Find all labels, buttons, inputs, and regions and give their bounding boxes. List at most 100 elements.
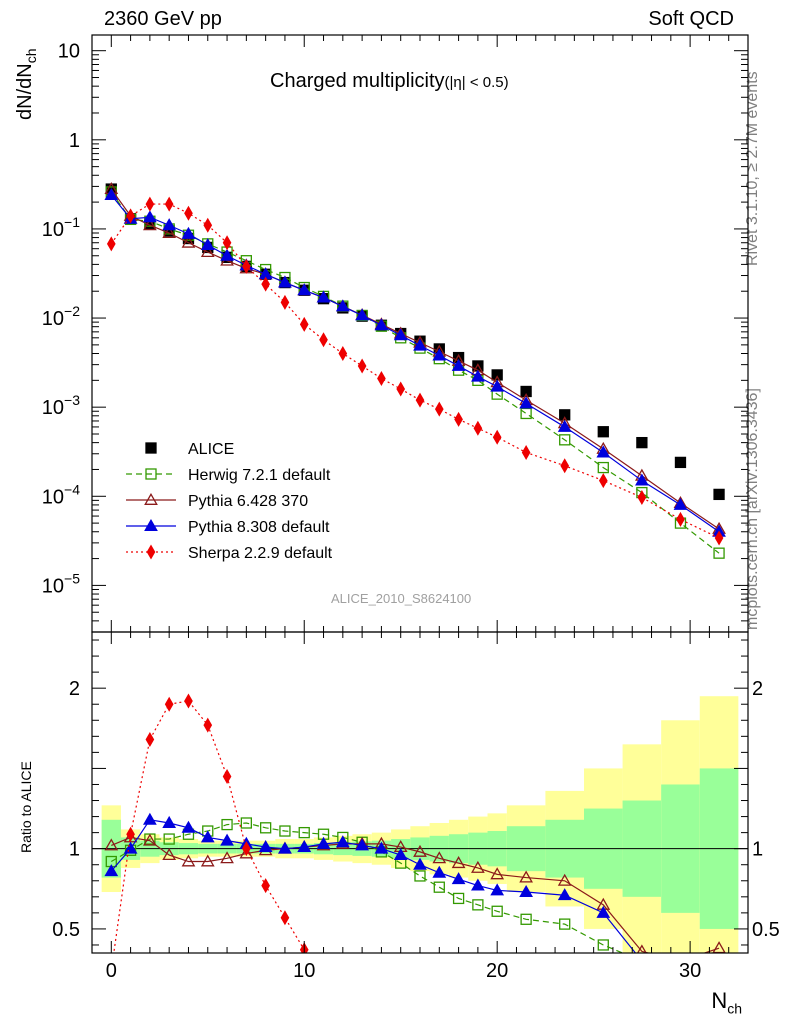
data-point-herwig-7-2-1-default <box>713 547 725 559</box>
ratio-point-herwig-7-2-1-default <box>559 918 571 930</box>
data-point-sherpa-2-2-9-default <box>164 196 174 212</box>
ratio-point-herwig-7-2-1-default <box>597 939 609 951</box>
data-point-pythia-8-308-default <box>143 210 157 223</box>
data-point-sherpa-2-2-9-default <box>396 381 406 397</box>
ratio-point-herwig-7-2-1-default <box>163 833 175 845</box>
ratio-point-pythia-8-308-default <box>297 840 312 853</box>
data-point-pythia-8-308-default <box>673 497 688 510</box>
data-point-sherpa-2-2-9-default <box>357 358 367 374</box>
tick-base: 10 <box>42 397 64 419</box>
ratio-point-sherpa-2-2-9-default <box>145 732 155 748</box>
data-point-sherpa-2-2-9-default <box>145 196 155 212</box>
data-point-sherpa-2-2-9-default <box>434 401 444 417</box>
data-point-pythia-8-308-default <box>316 290 331 303</box>
ratio-point-pythia-6-428-370 <box>490 867 505 880</box>
ratio-point-pythia-8-308-default <box>355 838 369 851</box>
legend-marker-alice <box>145 442 157 454</box>
ratio-point-sherpa-2-2-9-default <box>261 878 270 894</box>
ratio-point-pythia-8-308-default <box>104 864 119 877</box>
x-tick-label: 10 <box>293 960 315 982</box>
ratio-point-herwig-7-2-1-default <box>221 818 233 831</box>
ratio-point-herwig-7-2-1-default <box>452 892 465 905</box>
data-point-pythia-8-308-default <box>635 473 649 486</box>
axis-label-base: N <box>711 988 728 1013</box>
tick-exponent: −4 <box>64 481 80 497</box>
ratio-point-pythia-8-308-default <box>596 905 611 918</box>
main-frame <box>91 34 749 633</box>
ratio-point-herwig-7-2-1-default <box>472 899 484 911</box>
y-tick-label: 1 <box>69 130 80 152</box>
data-point-pythia-6-428-370 <box>200 245 215 258</box>
ratio-point-pythia-8-308-default <box>335 835 350 848</box>
x-tick-label: 20 <box>486 960 508 982</box>
series-sherpa-2-2-9-default <box>106 196 724 546</box>
legend-label-herwig-7-2-1-default: Herwig 7.2.1 default <box>188 467 331 484</box>
ratio-point-sherpa-2-2-9-default <box>242 841 251 857</box>
data-point-sherpa-2-2-9-default <box>377 370 386 386</box>
data-point-pythia-8-308-default <box>519 396 533 409</box>
ratio-point-pythia-8-308-default <box>220 833 234 846</box>
header-category-label: Soft QCD <box>648 8 734 30</box>
y-tick-label: 10−5 <box>42 570 80 597</box>
data-point-pythia-6-428-370 <box>162 225 177 238</box>
data-point-pythia-6-428-370 <box>143 218 157 231</box>
data-point-sherpa-2-2-9-default <box>222 235 232 251</box>
ratio-point-pythia-8-308-default <box>413 857 427 870</box>
data-point-pythia-8-308-default <box>220 248 234 261</box>
ratio-y-tick-label: 1 <box>69 839 80 861</box>
chart-title-cut: (|η| < 0.5) <box>444 74 509 91</box>
legend-marker-pythia-6-428-370 <box>144 492 158 505</box>
ratio-point-pythia-6-428-370 <box>143 833 157 846</box>
data-point-herwig-7-2-1-default <box>520 407 532 420</box>
legend-marker-sherpa-2-2-9-default <box>146 544 156 560</box>
x-tick-label: 30 <box>679 960 701 982</box>
x-tick-label: 0 <box>106 960 117 982</box>
data-point-alice <box>559 409 571 421</box>
ratio-y-tick-label: 0.5 <box>52 919 80 941</box>
series-line-sherpa-2-2-9-default <box>110 203 720 539</box>
ratio-point-pythia-6-428-370 <box>519 870 533 883</box>
ratio-point-herwig-7-2-1-default <box>491 905 503 917</box>
data-point-sherpa-2-2-9-default <box>319 332 328 348</box>
data-point-alice <box>636 436 648 449</box>
ratio-point-pythia-8-308-default <box>374 841 389 854</box>
y-tick-label: 10−4 <box>42 481 80 508</box>
data-point-pythia-8-308-default <box>393 328 408 341</box>
ratio-point-herwig-7-2-1-default <box>279 825 291 837</box>
data-point-pythia-8-308-default <box>181 226 196 239</box>
ratio-point-pythia-6-428-370 <box>451 856 466 869</box>
data-point-sherpa-2-2-9-default <box>415 392 425 408</box>
data-point-alice <box>597 426 609 438</box>
ratio-point-pythia-6-428-370 <box>636 944 647 953</box>
legend-label-alice: ALICE <box>188 441 234 458</box>
ratio-point-pythia-8-308-default <box>490 883 505 896</box>
legend-label-pythia-8-308-default: Pythia 8.308 default <box>188 519 330 536</box>
ratio-point-herwig-7-2-1-default <box>433 881 445 893</box>
header-energy-label: 2360 GeV pp <box>104 8 222 30</box>
tick-exponent: −2 <box>64 303 80 319</box>
ratio-point-herwig-7-2-1-default <box>414 870 426 882</box>
data-point-pythia-8-308-default <box>557 419 572 432</box>
tick-base: 10 <box>42 308 64 330</box>
data-point-pythia-8-308-default <box>200 237 215 250</box>
data-point-pythia-8-308-default <box>413 338 427 351</box>
y-tick-label: 10−2 <box>42 303 80 330</box>
data-point-herwig-7-2-1-default <box>559 434 571 446</box>
ratio-y-tick-label-right: 1 <box>752 839 763 861</box>
ratio-point-pythia-6-428-370 <box>432 851 447 864</box>
data-point-pythia-8-308-default <box>471 369 485 382</box>
data-point-sherpa-2-2-9-default <box>473 420 483 436</box>
ratio-point-pythia-8-308-default <box>519 884 533 897</box>
ratio-point-sherpa-2-2-9-default <box>184 693 193 709</box>
y-tick-label: 10−3 <box>42 392 80 419</box>
data-point-sherpa-2-2-9-default <box>454 411 463 427</box>
data-point-sherpa-2-2-9-default <box>714 530 724 546</box>
ratio-point-sherpa-2-2-9-default <box>126 826 135 842</box>
ratio-point-sherpa-2-2-9-default <box>164 696 174 712</box>
ratio-series-group <box>104 693 726 953</box>
tick-base: 10 <box>42 575 64 597</box>
data-point-pythia-8-308-default <box>297 283 312 296</box>
ratio-point-pythia-6-428-370 <box>471 860 485 873</box>
ratio-series-pythia-8-308-default <box>104 812 637 953</box>
ratio-point-pythia-8-308-default <box>162 815 177 828</box>
